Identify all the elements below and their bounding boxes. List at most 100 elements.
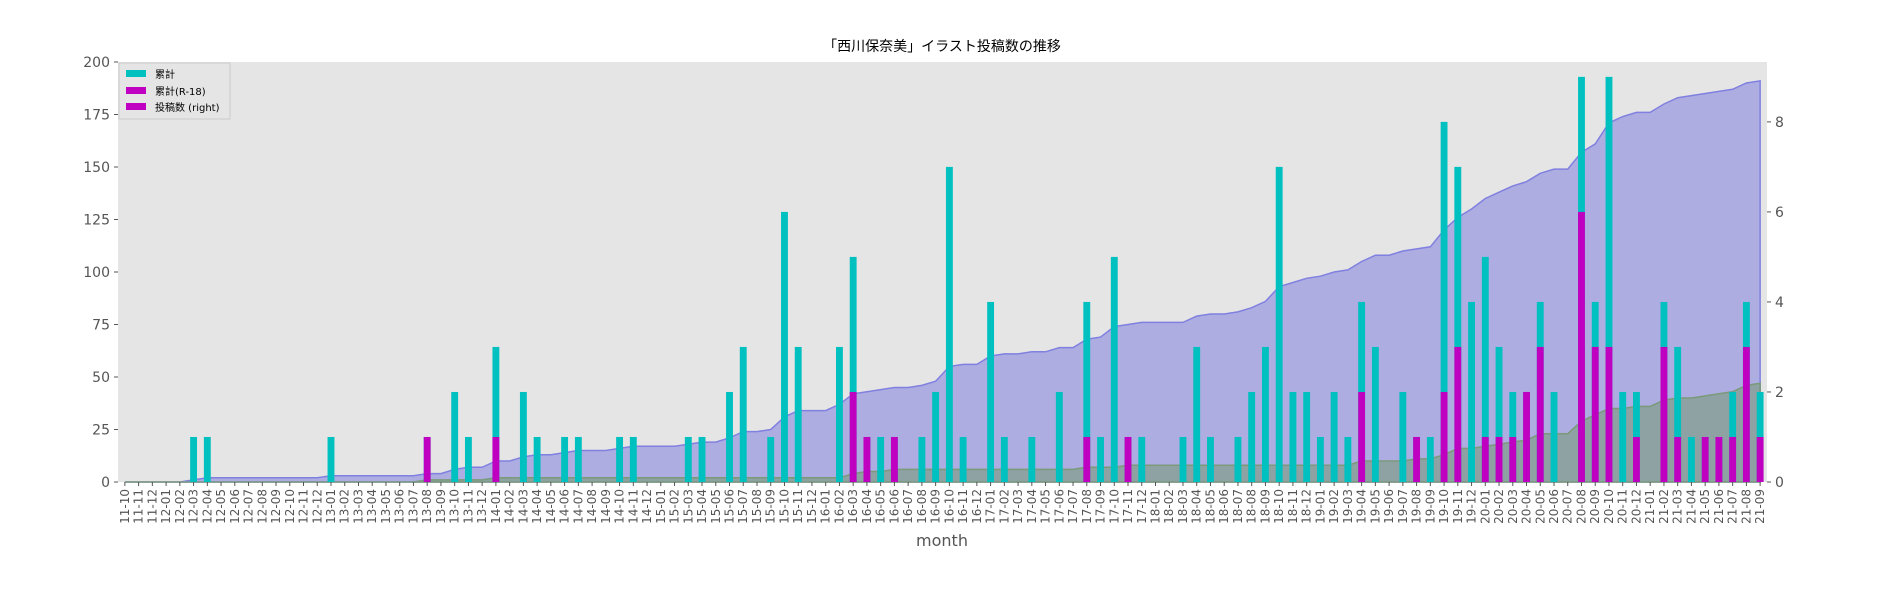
x-tick-label: 21-05: [1698, 489, 1712, 524]
x-tick-label: 20-04: [1520, 489, 1534, 524]
x-tick-label: 15-03: [681, 489, 695, 524]
x-tick-label: 19-05: [1368, 489, 1382, 524]
x-tick-label: 20-08: [1574, 489, 1588, 524]
x-tick-label: 15-10: [777, 489, 791, 524]
bar-posts-15-03: [684, 436, 692, 482]
x-tick-label: 13-04: [365, 489, 379, 524]
legend: 累計 累計(R-18) 投稿数 (right): [118, 62, 231, 120]
bar-posts-16-03: [849, 256, 857, 482]
bar-posts-14-01: [492, 346, 500, 482]
bar-posts-15-10: [781, 211, 788, 482]
x-tick-label: 11-11: [132, 489, 146, 524]
x-tick-label: 17-01: [984, 489, 998, 524]
x-tick-label: 13-05: [379, 489, 393, 524]
bar-posts-18-05: [1207, 436, 1214, 482]
y2-tick-label: 8: [1775, 115, 1784, 131]
x-tick-label: 12-12: [310, 489, 324, 524]
right-axis: 0 2 4 6 8: [1767, 115, 1784, 491]
x-tick-label: 18-06: [1217, 489, 1231, 524]
y-tick-label: 75: [92, 318, 110, 334]
x-tick-label: 12-02: [173, 489, 187, 524]
x-tick-label: 13-07: [406, 489, 420, 524]
left-axis: 0 25 50 75 100 125 150 175 200: [83, 55, 118, 491]
x-tick-label: 13-11: [461, 489, 475, 524]
bar-posts-15-11: [794, 346, 802, 482]
bar-posts-20-01: [1481, 256, 1489, 482]
bar-posts-r18-20-09: [1591, 346, 1599, 482]
x-tick-label: 12-07: [242, 489, 256, 524]
y-tick-label: 125: [83, 213, 110, 229]
x-tick-label: 12-11: [297, 489, 311, 524]
x-axis: 11-10 11-11 11-12 12-01 12-02 12-03 12-04 12-05…: [118, 482, 1767, 524]
x-tick-label: 21-02: [1657, 489, 1671, 524]
bar-posts-21-03: [1674, 346, 1682, 482]
bar-posts-r18-17-08: [1083, 436, 1091, 482]
x-tick-label: 15-11: [791, 489, 805, 524]
bar-posts-15-07: [739, 346, 747, 482]
x-tick-label: 13-10: [448, 489, 462, 524]
x-tick-label: 14-07: [571, 489, 585, 524]
bar-posts-15-06: [726, 391, 733, 482]
x-tick-label: 21-07: [1726, 489, 1740, 524]
bar-posts-16-10: [945, 166, 953, 482]
bar-posts-18-10: [1275, 166, 1283, 482]
bar-posts-18-12: [1303, 391, 1311, 482]
bar-posts-16-08: [918, 436, 926, 482]
x-tick-label: 15-02: [668, 489, 682, 524]
bar-posts-14-04: [533, 436, 541, 482]
bar-layer: [190, 76, 1764, 483]
bar-posts-17-06: [1055, 391, 1063, 482]
bar-posts-13-10: [451, 391, 459, 482]
y2-tick-label: 4: [1775, 295, 1784, 311]
x-tick-label: 15-06: [723, 489, 737, 524]
x-tick-label: 14-06: [558, 489, 572, 524]
bar-posts-20-02: [1495, 346, 1503, 482]
bar-posts-12-03: [190, 436, 198, 482]
bar-posts-18-09: [1261, 346, 1269, 482]
x-tick-label: 18-08: [1245, 489, 1259, 524]
bar-posts-19-05: [1371, 346, 1379, 482]
bar-posts-16-11: [959, 436, 967, 482]
y2-tick-label: 2: [1775, 385, 1784, 401]
x-tick-label: 16-03: [846, 489, 860, 524]
x-tick-label: 13-03: [351, 489, 365, 524]
bar-posts-18-08: [1248, 391, 1256, 482]
x-tick-label: 19-01: [1313, 489, 1327, 524]
bar-posts-19-10: [1440, 121, 1448, 483]
x-tick-label: 19-03: [1341, 489, 1355, 524]
bar-posts-18-07: [1234, 436, 1242, 482]
bar-posts-r18-14-01: [492, 436, 500, 482]
x-tick-label: 11-12: [145, 489, 159, 524]
bar-posts-18-11: [1289, 391, 1297, 482]
x-tick-label: 12-08: [255, 489, 269, 524]
x-tick-label: 20-02: [1492, 489, 1506, 524]
bar-posts-r18-21-08: [1742, 346, 1750, 482]
x-tick-label: 19-10: [1437, 489, 1451, 524]
bar-posts-r18-16-04: [863, 436, 871, 482]
bar-posts-20-10: [1605, 76, 1613, 483]
legend-label-cumulative-r18: 累計(R-18): [155, 85, 206, 98]
x-tick-label: 13-06: [393, 489, 407, 524]
bar-posts-16-09: [932, 391, 940, 482]
x-axis-label: month: [916, 531, 968, 550]
bar-posts-12-04: [203, 436, 211, 482]
y-tick-label: 25: [92, 423, 110, 439]
bar-posts-19-09: [1426, 436, 1434, 482]
x-tick-label: 20-10: [1602, 489, 1616, 524]
x-tick-label: 12-03: [187, 489, 201, 524]
x-tick-label: 14-04: [530, 489, 544, 524]
x-tick-label: 15-09: [764, 489, 778, 524]
bar-posts-18-04: [1193, 346, 1201, 482]
bar-posts-17-09: [1097, 436, 1104, 482]
x-tick-label: 14-11: [626, 489, 640, 524]
x-tick-label: 18-02: [1162, 489, 1176, 524]
y-tick-label: 175: [83, 108, 110, 124]
x-tick-label: 11-10: [118, 489, 132, 524]
bar-posts-18-03: [1179, 436, 1187, 482]
chart-title: 「西川保奈美」イラスト投稿数の推移: [823, 39, 1061, 55]
bar-posts-16-02: [836, 346, 843, 482]
x-tick-label: 19-08: [1410, 489, 1424, 524]
bar-posts-r18-13-08: [423, 436, 431, 482]
y-tick-label: 150: [83, 160, 110, 176]
